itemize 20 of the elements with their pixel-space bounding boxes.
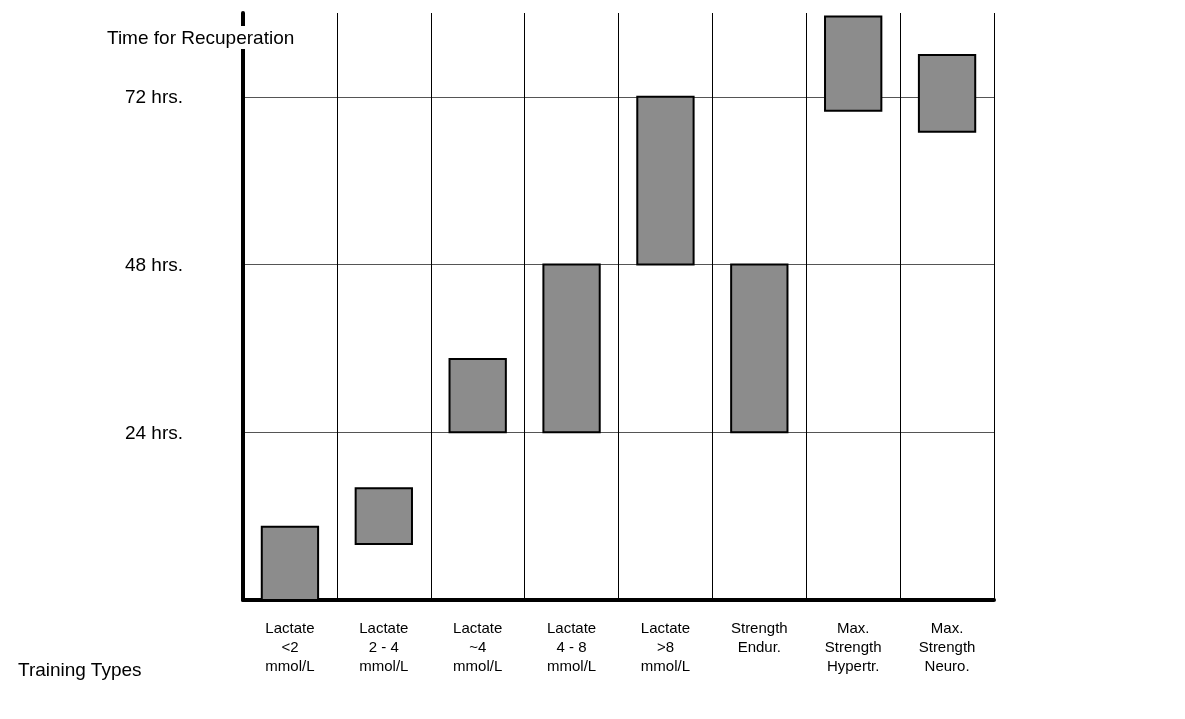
x-tick-label: Max. Strength Neuro. xyxy=(918,619,976,674)
x-tick-label: Lactate ~4 mmol/L xyxy=(453,619,503,674)
y-axis-title: Time for Recuperation xyxy=(107,27,295,48)
bar xyxy=(824,15,883,112)
x-tick-label: Lactate >8 mmol/L xyxy=(640,619,691,674)
bar xyxy=(448,357,507,434)
x-tick-label: Lactate <2 mmol/L xyxy=(265,619,315,674)
x-tick-label: Lactate 2 - 4 mmol/L xyxy=(359,619,409,674)
y-tick-label: 24 hrs. xyxy=(124,421,183,443)
y-tick-label: 72 hrs. xyxy=(124,86,183,108)
x-tick-label: Lactate 4 - 8 mmol/L xyxy=(546,619,597,674)
bar xyxy=(636,95,695,266)
bar xyxy=(354,487,413,546)
bar xyxy=(917,53,977,133)
x-tick-label: Max. Strength Hypertr. xyxy=(824,619,882,674)
x-tick-label: Strength Endur. xyxy=(730,619,788,655)
bar xyxy=(542,263,601,434)
x-axis-title: Training Types xyxy=(18,659,142,680)
y-tick-label: 48 hrs. xyxy=(124,254,183,276)
bar xyxy=(730,263,789,434)
